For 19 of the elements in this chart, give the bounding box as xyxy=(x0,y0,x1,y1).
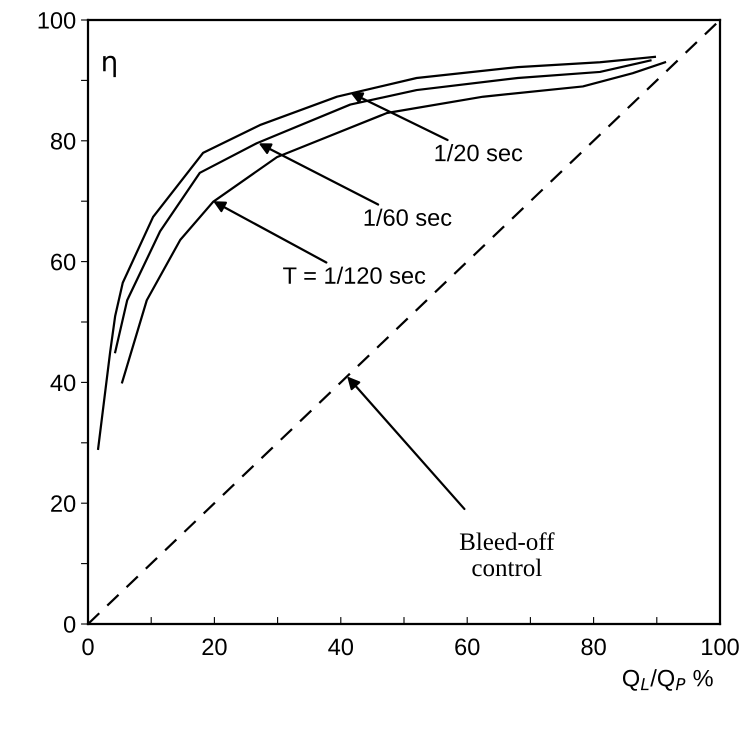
annotation: Bleed-off control xyxy=(460,532,555,576)
x-tick-label: 100 xyxy=(702,638,739,656)
x-tick-label: 20 xyxy=(202,638,227,656)
y-tick-label: 80 xyxy=(50,132,76,150)
y-tick-label: 100 xyxy=(38,12,76,29)
y-axis-title: η xyxy=(103,56,116,78)
x-tick-label: 0 xyxy=(82,638,94,656)
annotation: 1/60 sec xyxy=(364,208,452,226)
x-tick-label: 60 xyxy=(455,638,480,656)
line-series xyxy=(97,56,656,450)
x-axis-title: Q$_{L}$/Q$_{P}$ % xyxy=(622,669,713,691)
y-tick-label: 40 xyxy=(50,374,76,392)
annotation: 1/20 sec xyxy=(435,144,522,162)
x-tick-label: 40 xyxy=(328,638,354,656)
y-tick-label: 20 xyxy=(51,495,76,512)
annotation: T = 1/120 sec xyxy=(283,266,426,284)
y-tick-label: 60 xyxy=(51,254,76,270)
y-tick-label: 0 xyxy=(64,616,76,633)
x-tick-label: 80 xyxy=(581,638,606,656)
